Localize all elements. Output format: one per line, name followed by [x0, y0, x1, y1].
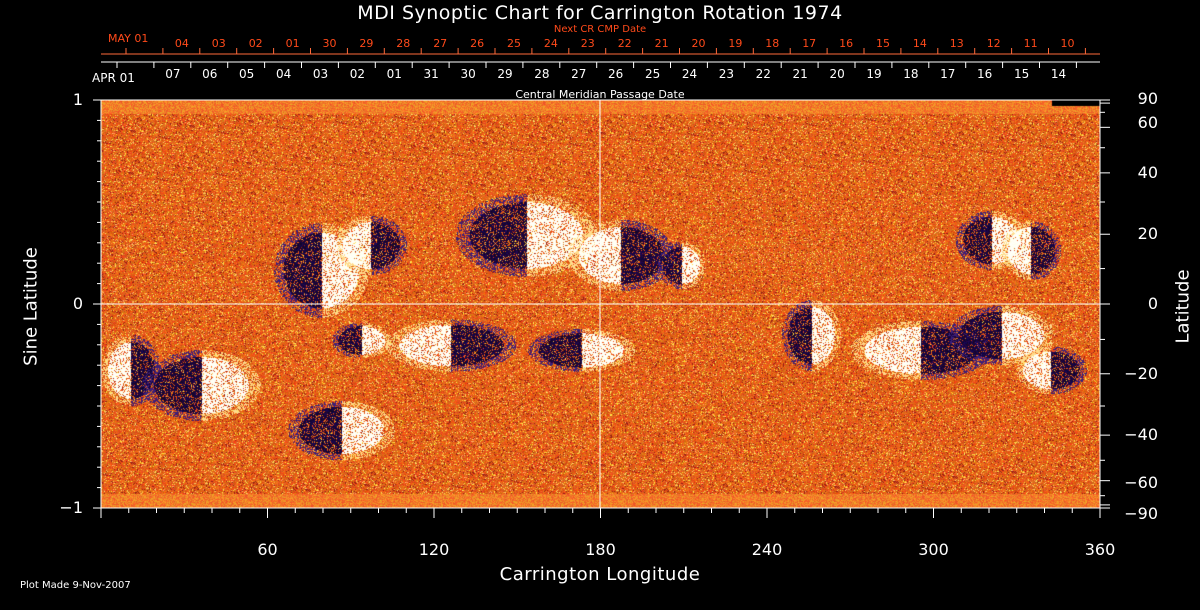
- y-right-tick-label: −60: [1124, 472, 1158, 492]
- cmp-date: 19: [866, 67, 882, 81]
- y-left-tick-label: −1: [59, 498, 83, 517]
- cmp-date: 15: [1013, 67, 1030, 81]
- cmp-date: 14: [1050, 67, 1067, 81]
- cmp-date: APR 01: [92, 71, 135, 85]
- cmp-date: 02: [349, 67, 366, 81]
- next-cr-date: 17: [802, 37, 817, 50]
- cmp-date: 20: [829, 67, 845, 81]
- cmp-date: 05: [239, 67, 255, 81]
- y-right-tick-label: 90: [1137, 89, 1158, 108]
- next-cr-date: 26: [470, 37, 485, 50]
- next-cr-date: 27: [433, 37, 448, 50]
- next-cr-date: 22: [617, 37, 632, 50]
- next-cr-date: 14: [912, 37, 927, 50]
- y-left-tick-label: 0: [72, 294, 83, 313]
- next-cr-label: Next CR CMP Date: [553, 24, 647, 35]
- x-tick-label: 120: [418, 540, 450, 559]
- next-cr-date: 21: [654, 37, 669, 50]
- x-axis-label: Carrington Longitude: [499, 564, 701, 585]
- next-cr-date: 20: [691, 37, 706, 50]
- next-cr-date: 03: [211, 37, 226, 50]
- y-right-tick-label: 40: [1137, 162, 1158, 182]
- next-cr-date: 25: [507, 37, 521, 50]
- next-cr-date: 30: [322, 37, 337, 50]
- y-right-tick-label: 60: [1137, 113, 1158, 133]
- next-cr-date: 04: [174, 37, 189, 50]
- next-cr-date: 24: [543, 37, 558, 50]
- plot-made-footer: Plot Made 9-Nov-2007: [20, 580, 131, 591]
- next-cr-date: 01: [285, 37, 300, 50]
- next-cr-date: 23: [580, 37, 595, 50]
- cmp-date: 31: [423, 67, 439, 81]
- y-right-tick-label: 0: [1147, 294, 1158, 313]
- x-tick-label: 360: [1084, 540, 1116, 559]
- y-left-tick-label: 1: [72, 90, 83, 109]
- next-cr-date: 19: [728, 37, 743, 50]
- cmp-date: 03: [312, 67, 329, 81]
- next-cr-date: 12: [986, 37, 1001, 50]
- cmp-date-label: Central Meridian Passage Date: [515, 88, 685, 101]
- cmp-date: 27: [571, 67, 587, 81]
- cmp-date: 18: [903, 67, 919, 81]
- cmp-date: 30: [460, 67, 476, 81]
- cmp-date: 29: [497, 67, 513, 81]
- cmp-date: 23: [718, 67, 735, 81]
- cmp-date: 21: [792, 67, 808, 81]
- y-axis-left-label: Sine Latitude: [20, 247, 42, 366]
- next-cr-date: 28: [396, 37, 411, 50]
- x-tick-label: 60: [257, 540, 278, 559]
- cmp-date: 22: [755, 67, 771, 81]
- cmp-date: 06: [202, 67, 218, 81]
- cmp-date: 01: [386, 67, 402, 81]
- cmp-date: 16: [977, 67, 993, 81]
- cmp-date: 24: [681, 67, 698, 81]
- next-cr-date: 10: [1060, 37, 1075, 50]
- cmp-date: 07: [165, 67, 181, 81]
- next-cr-date: 18: [765, 37, 780, 50]
- next-cr-date: 11: [1023, 37, 1038, 50]
- y-right-tick-label: −90: [1124, 504, 1158, 523]
- x-tick-label: 180: [585, 540, 616, 559]
- cmp-date: 04: [275, 67, 292, 81]
- cmp-date: 28: [534, 67, 550, 81]
- next-cr-date: MAY 01: [108, 32, 149, 45]
- cmp-date: 17: [940, 67, 956, 81]
- next-cr-date: 02: [248, 37, 263, 50]
- next-cr-date: 13: [949, 37, 964, 50]
- x-tick-label: 300: [918, 540, 949, 559]
- y-right-tick-label: −20: [1124, 363, 1158, 383]
- y-right-tick-label: 20: [1137, 224, 1158, 244]
- chart-title: MDI Synoptic Chart for Carrington Rotati…: [357, 2, 843, 24]
- cmp-date: 25: [644, 67, 661, 81]
- y-axis-right-label: Latitude: [1172, 269, 1194, 344]
- next-cr-date: 15: [876, 37, 890, 50]
- y-right-tick-label: −40: [1124, 425, 1158, 445]
- cmp-date: 26: [608, 67, 624, 81]
- x-tick-label: 240: [751, 540, 783, 559]
- next-cr-date: 29: [359, 37, 374, 50]
- next-cr-date: 16: [839, 37, 854, 50]
